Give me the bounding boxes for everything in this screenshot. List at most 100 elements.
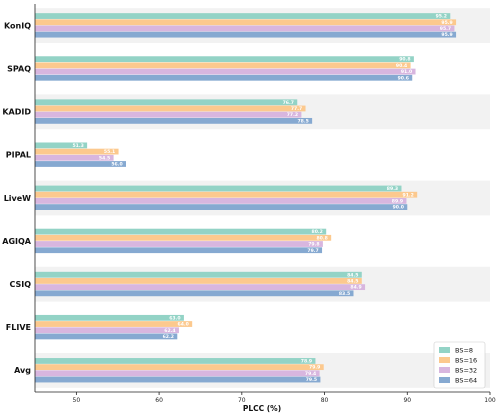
- value-label: 62.2: [163, 334, 174, 340]
- value-label: 80.8: [316, 235, 327, 241]
- category-label: AGIQA: [2, 237, 32, 246]
- legend-label: BS=8: [455, 347, 473, 355]
- value-label: 89.3: [387, 186, 398, 192]
- bar: [35, 284, 366, 291]
- bar: [35, 364, 324, 371]
- bar: [35, 290, 354, 297]
- value-label: 79.4: [305, 371, 316, 377]
- value-label: 80.2: [312, 229, 323, 235]
- value-label: 79.7: [307, 248, 318, 254]
- value-label: 95.9: [441, 20, 452, 26]
- category-label: PIPAL: [6, 151, 31, 160]
- value-label: 62.4: [164, 328, 175, 334]
- bar: [35, 62, 411, 69]
- value-label: 63.0: [169, 315, 180, 321]
- bar: [35, 19, 457, 26]
- legend-swatch: [439, 367, 450, 373]
- value-label: 76.7: [283, 100, 294, 106]
- x-tick-label: 100: [484, 397, 496, 404]
- axes: [34, 4, 490, 393]
- value-label: 79.5: [306, 377, 317, 383]
- value-label: 90.0: [393, 205, 404, 211]
- value-label: 83.5: [339, 291, 350, 297]
- bar: [35, 321, 193, 327]
- value-label: 90.8: [399, 57, 410, 63]
- value-label: 84.9: [350, 285, 361, 291]
- bar: [35, 191, 418, 198]
- value-label: 84.5: [347, 278, 358, 284]
- bar: [35, 228, 327, 235]
- x-tick-label: 70: [238, 397, 246, 404]
- legend-label: BS=32: [455, 367, 477, 375]
- x-tick-label: 50: [73, 397, 81, 404]
- bar: [35, 185, 402, 192]
- value-label: 79.9: [309, 365, 320, 371]
- value-label: 90.4: [396, 63, 407, 69]
- value-label: 78.5: [297, 118, 308, 124]
- bar: [35, 111, 302, 118]
- value-label: 84.5: [347, 272, 358, 278]
- bar: [35, 31, 457, 38]
- category-label: KADID: [2, 108, 31, 117]
- category-label: CSIQ: [9, 280, 31, 289]
- bar: [35, 314, 184, 321]
- bar: [35, 13, 451, 19]
- category-labels-group: KonIQ SPAQ KADID PIPAL LiveW AGIQA CSIQ FLIVE Av…: [2, 21, 32, 375]
- legend: BS=8 BS=16 BS=32 BS=64: [433, 341, 486, 389]
- bar: [35, 68, 416, 75]
- value-label: 90.6: [398, 75, 409, 81]
- value-label: 95.7: [440, 26, 451, 32]
- bar: [35, 333, 178, 340]
- value-label: 54.5: [99, 155, 110, 161]
- bar: [35, 376, 321, 383]
- bar: [35, 105, 306, 112]
- value-label: 77.7: [291, 106, 302, 112]
- category-label: FLIVE: [6, 323, 31, 332]
- bar: [35, 278, 362, 284]
- category-label: Avg: [14, 366, 31, 375]
- x-ticks-group: 50 60 70 80 90 100: [73, 392, 496, 404]
- value-label: 51.3: [72, 143, 83, 149]
- bar: [35, 247, 323, 254]
- bars-group: [35, 13, 457, 383]
- bar: [35, 161, 126, 167]
- value-label: 91.0: [401, 69, 412, 75]
- category-label: KonIQ: [4, 21, 31, 30]
- value-label: 77.2: [287, 112, 298, 118]
- bar: [35, 198, 407, 204]
- legend-swatch: [439, 357, 450, 363]
- bar: [35, 204, 408, 210]
- bar: [35, 154, 114, 161]
- x-tick-label: 90: [403, 397, 411, 404]
- bar: [35, 56, 414, 63]
- bar: [35, 370, 320, 377]
- bar: [35, 25, 455, 32]
- bar: [35, 142, 88, 149]
- bar: [35, 99, 298, 106]
- bar: [35, 241, 323, 247]
- value-label: 89.9: [392, 198, 403, 204]
- x-tick-label: 80: [321, 397, 329, 404]
- category-label: SPAQ: [7, 64, 31, 73]
- value-label: 55.1: [104, 149, 115, 155]
- value-labels-group: 95.295.995.795.990.890.491.090.676.777.7…: [72, 14, 452, 383]
- bar: [35, 148, 119, 155]
- bar: [35, 117, 313, 124]
- value-label: 95.2: [436, 14, 447, 20]
- value-label: 95.9: [441, 32, 452, 38]
- value-label: 64.0: [178, 322, 189, 328]
- bar: [35, 271, 362, 278]
- value-label: 79.8: [308, 242, 319, 248]
- value-label: 78.9: [301, 359, 312, 365]
- bar: [35, 234, 332, 241]
- value-label: 56.0: [111, 162, 122, 168]
- x-tick-label: 60: [155, 397, 163, 404]
- x-axis-title: PLCC (%): [243, 404, 281, 413]
- bar: [35, 358, 316, 364]
- legend-label: BS=16: [455, 357, 477, 365]
- legend-label: BS=64: [455, 377, 477, 385]
- category-label: LiveW: [4, 194, 31, 203]
- bar: [35, 327, 179, 334]
- legend-swatch: [439, 377, 450, 383]
